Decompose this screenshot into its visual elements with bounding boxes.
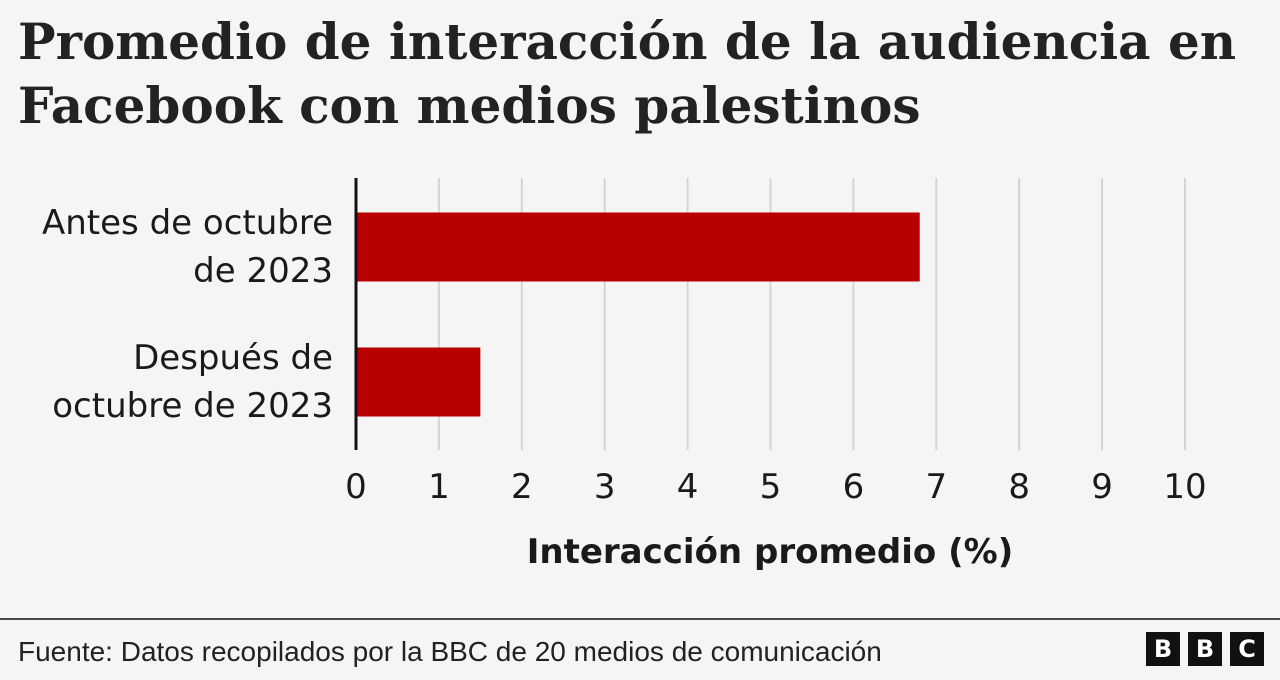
bar-chart: Antes de octubre de 2023 Después de octubre… — [42, 178, 1207, 572]
bbc-logo: B B C — [1146, 632, 1264, 666]
x-tick-label: 5 — [760, 467, 782, 507]
chart-title: Promedio de interacción de la audiencia … — [18, 12, 1237, 135]
x-tick-label: 9 — [1091, 467, 1113, 507]
x-tick-label: 6 — [843, 467, 865, 507]
source-note: Fuente: Datos recopilados por la BBC de … — [18, 636, 882, 667]
x-tick-label: 1 — [428, 467, 450, 507]
bar — [356, 212, 920, 282]
x-tick-label: 4 — [677, 467, 699, 507]
category-label: Antes de octubre — [42, 203, 333, 243]
bar — [356, 347, 481, 417]
x-tick-label: 10 — [1163, 467, 1206, 507]
x-tick-label: 0 — [345, 467, 367, 507]
x-axis-label: Interacción promedio (%) — [527, 532, 1014, 572]
x-tick-label: 3 — [594, 467, 616, 507]
logo-letter-b2: B — [1188, 632, 1222, 666]
x-tick-label: 8 — [1008, 467, 1030, 507]
category-label: de 2023 — [193, 251, 333, 291]
x-tick-label: 2 — [511, 467, 533, 507]
x-tick-label: 7 — [925, 467, 947, 507]
footer-divider — [0, 618, 1280, 620]
logo-letter-c: C — [1230, 632, 1264, 666]
category-label: octubre de 2023 — [52, 386, 333, 426]
category-label: Después de — [133, 338, 333, 378]
logo-letter-b1: B — [1146, 632, 1180, 666]
